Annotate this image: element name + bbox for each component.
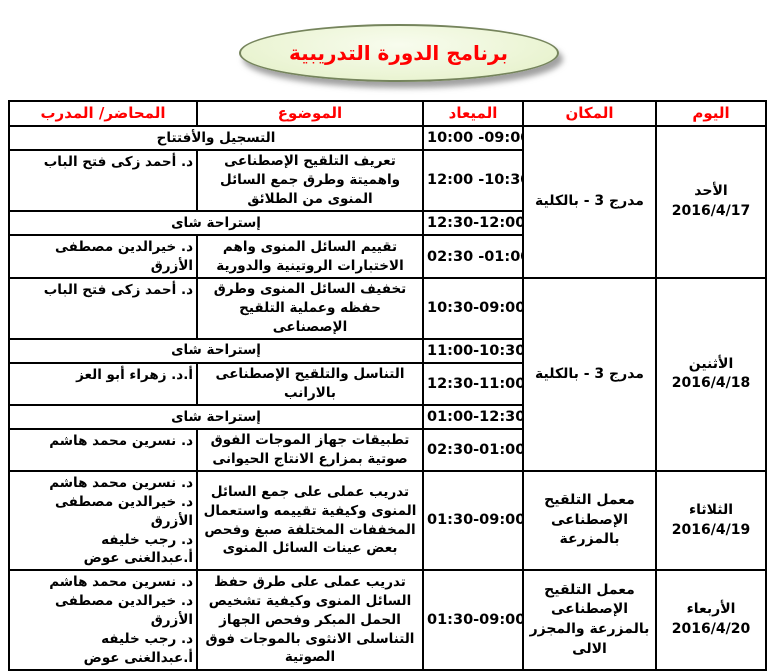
lecturer-cell: د. خيرالدين مصطفى الأزرق xyxy=(8,234,198,280)
day-name: الأحد xyxy=(694,183,728,200)
session-row: الثلاثاء 2016/4/19 معمل التلقيح الإصطناعى … xyxy=(8,469,767,572)
time-cell: 12:30-11:00 xyxy=(422,362,524,406)
day-name: الأثنين xyxy=(688,355,734,372)
day-cell: الأربعاء 2016/4/20 xyxy=(655,569,767,671)
subject-cell: إستراحة شاى xyxy=(8,337,424,365)
subject-cell: إستراحة شاى xyxy=(8,209,424,237)
time-cell: 01:00-12:30 xyxy=(422,403,524,431)
day-date: 2016/4/17 xyxy=(671,203,751,220)
subject-cell: إستراحة شاى xyxy=(8,403,424,431)
subject-cell: تدريب عملى على جمع السائل المنوى وكيفية … xyxy=(196,469,424,572)
subject-cell: تدريب عملى على طرق حفظ السائل المنوى وكي… xyxy=(196,569,424,671)
time-cell: 10:00 -09:00 xyxy=(422,124,524,152)
session-row: الأثنين 2016/4/18 مدرج 3 - بالكلية 10:30-09… xyxy=(8,277,767,472)
column-header-time: الميعاد xyxy=(422,100,524,127)
lecturer-cell: د. نسرين محمد هاشم د. خيرالدين مصطفى الأ… xyxy=(8,569,198,671)
subject-cell: التسجيل والأفتتاح xyxy=(8,124,424,152)
day-date: 2016/4/18 xyxy=(671,375,751,392)
session-row: 11:00-10:30 إستراحة شاى xyxy=(8,337,766,365)
column-header-lecturer: المحاضر/ المدرب xyxy=(8,100,198,127)
time-cell: 11:00-10:30 xyxy=(422,337,524,365)
subject-cell: تطبيقات جهاز الموجات الفوق صوتية بمزارع … xyxy=(196,428,424,472)
time-cell: 01:30-09:00 xyxy=(422,569,524,671)
session-row: 02:30-01:00 تطبيقات جهاز الموجات الفوق صو… xyxy=(8,428,766,472)
title-banner: برنامج الدورة التدريبية xyxy=(238,24,559,82)
time-cell: 01:30-09:00 xyxy=(422,469,524,572)
day-cell: الأحد 2016/4/17 xyxy=(655,124,767,280)
session-row: الأحد 2016/4/17 مدرج 3 - بالكلية 10:00 -09:… xyxy=(8,124,767,280)
day-date: 2016/4/20 xyxy=(671,621,751,638)
place-cell: معمل التلقيح الإصطناعى بالمزرعة والمجزر … xyxy=(522,569,657,671)
subject-cell: تعريف التلقيح الإصطناعى واهميتة وطرق جمع… xyxy=(196,149,424,212)
session-row: 12:30-11:00 التناسل والتلقيح الإصطناعى با… xyxy=(8,362,766,406)
lecturer-cell: د. نسرين محمد هاشم xyxy=(8,428,198,472)
session-row: 02:30 -01:00 تقييم السائل المنوى واهم الا… xyxy=(8,234,766,280)
column-header-subject: الموضوع xyxy=(196,100,424,127)
place-cell: مدرج 3 - بالكلية xyxy=(522,124,657,280)
lecturer-cell: د. أحمد زكى فتح الباب xyxy=(8,277,198,340)
session-row: 12:00 -10:30 تعريف التلقيح الإصطناعى واهم… xyxy=(8,149,766,212)
page-title: برنامج الدورة التدريبية xyxy=(289,41,508,65)
session-row: 12:30-12:00 إستراحة شاى xyxy=(8,209,766,237)
lecturer-cell: أ.د. زهراء أبو العز xyxy=(8,362,198,406)
session-row: 01:00-12:30 إستراحة شاى xyxy=(8,403,766,431)
time-cell: 10:30-09:00 xyxy=(422,277,524,340)
schedule-table: اليوم المكان الميعاد الموضوع المحاضر/ ال… xyxy=(8,100,767,671)
session-row: الأربعاء 2016/4/20 معمل التلقيح الإصطناعى … xyxy=(8,569,767,671)
subject-cell: تخفيف السائل المنوى وطرق حفظه وعملية الت… xyxy=(196,277,424,340)
header-row: اليوم المكان الميعاد الموضوع المحاضر/ ال… xyxy=(8,100,767,127)
place-cell: مدرج 3 - بالكلية xyxy=(522,277,657,472)
subject-cell: تقييم السائل المنوى واهم الاختبارات الرو… xyxy=(196,234,424,280)
column-header-day: اليوم xyxy=(655,100,767,127)
column-header-place: المكان xyxy=(522,100,657,127)
subject-cell: التناسل والتلقيح الإصطناعى بالارانب xyxy=(196,362,424,406)
title-banner-area: برنامج الدورة التدريبية xyxy=(0,0,771,82)
time-cell: 12:00 -10:30 xyxy=(422,149,524,212)
day-name: الثلاثاء xyxy=(688,502,734,518)
day-date: 2016/4/19 xyxy=(671,521,751,538)
time-cell: 12:30-12:00 xyxy=(422,209,524,237)
time-cell: 02:30-01:00 xyxy=(422,428,524,472)
day-cell: الأثنين 2016/4/18 xyxy=(655,277,767,472)
place-cell: معمل التلقيح الإصطناعى بالمزرعة xyxy=(522,469,657,572)
lecturer-cell: د. أحمد زكى فتح الباب xyxy=(8,149,198,212)
time-cell: 02:30 -01:00 xyxy=(422,234,524,280)
lecturer-cell: د. نسرين محمد هاشم د. خيرالدين مصطفى الأ… xyxy=(8,469,198,572)
day-name: الأربعاء xyxy=(686,601,736,618)
day-cell: الثلاثاء 2016/4/19 xyxy=(655,469,767,572)
